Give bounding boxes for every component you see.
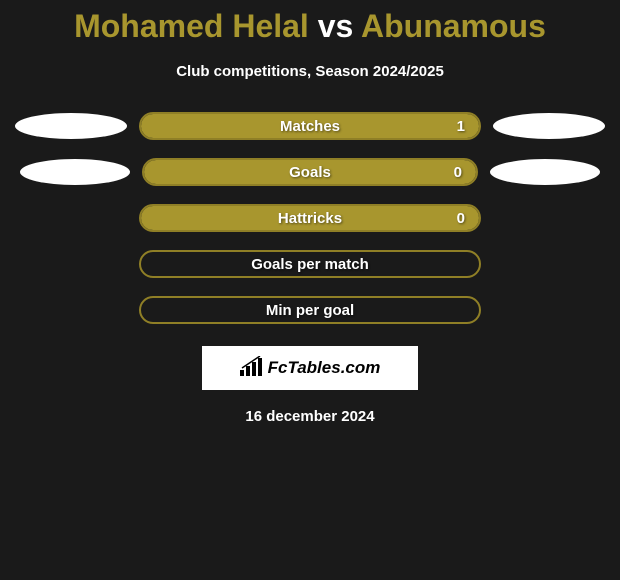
left-ellipse <box>20 159 130 185</box>
subtitle: Club competitions, Season 2024/2025 <box>0 63 620 80</box>
comparison-widget: Mohamed Helal vs Abunamous Club competit… <box>0 0 620 425</box>
stat-label: Hattricks <box>141 210 479 227</box>
stat-label: Matches <box>141 118 479 135</box>
stat-value: 1 <box>457 118 465 135</box>
date-label: 16 december 2024 <box>0 408 620 425</box>
page-title: Mohamed Helal vs Abunamous <box>0 8 620 45</box>
stats-list: Matches1Goals0Hattricks0Goals per matchM… <box>0 112 620 324</box>
source-logo-box: FcTables.com <box>202 346 418 390</box>
stat-row: Goals per match <box>0 250 620 278</box>
stat-bar: Goals0 <box>142 158 478 186</box>
stat-label: Min per goal <box>141 302 479 319</box>
stat-row: Hattricks0 <box>0 204 620 232</box>
player2-name: Abunamous <box>361 8 546 44</box>
stat-value: 0 <box>454 164 462 181</box>
source-logo-text: FcTables.com <box>268 358 381 378</box>
stat-bar: Goals per match <box>139 250 481 278</box>
chart-icon <box>240 356 264 381</box>
stat-label: Goals per match <box>141 256 479 273</box>
stat-bar: Hattricks0 <box>139 204 481 232</box>
vs-separator: vs <box>318 8 354 44</box>
stat-row: Matches1 <box>0 112 620 140</box>
right-ellipse <box>490 159 600 185</box>
stat-bar: Matches1 <box>139 112 481 140</box>
right-ellipse <box>493 113 605 139</box>
stat-row: Min per goal <box>0 296 620 324</box>
stat-row: Goals0 <box>0 158 620 186</box>
player1-name: Mohamed Helal <box>74 8 309 44</box>
left-ellipse <box>15 113 127 139</box>
stat-label: Goals <box>144 164 476 181</box>
stat-value: 0 <box>457 210 465 227</box>
stat-bar: Min per goal <box>139 296 481 324</box>
